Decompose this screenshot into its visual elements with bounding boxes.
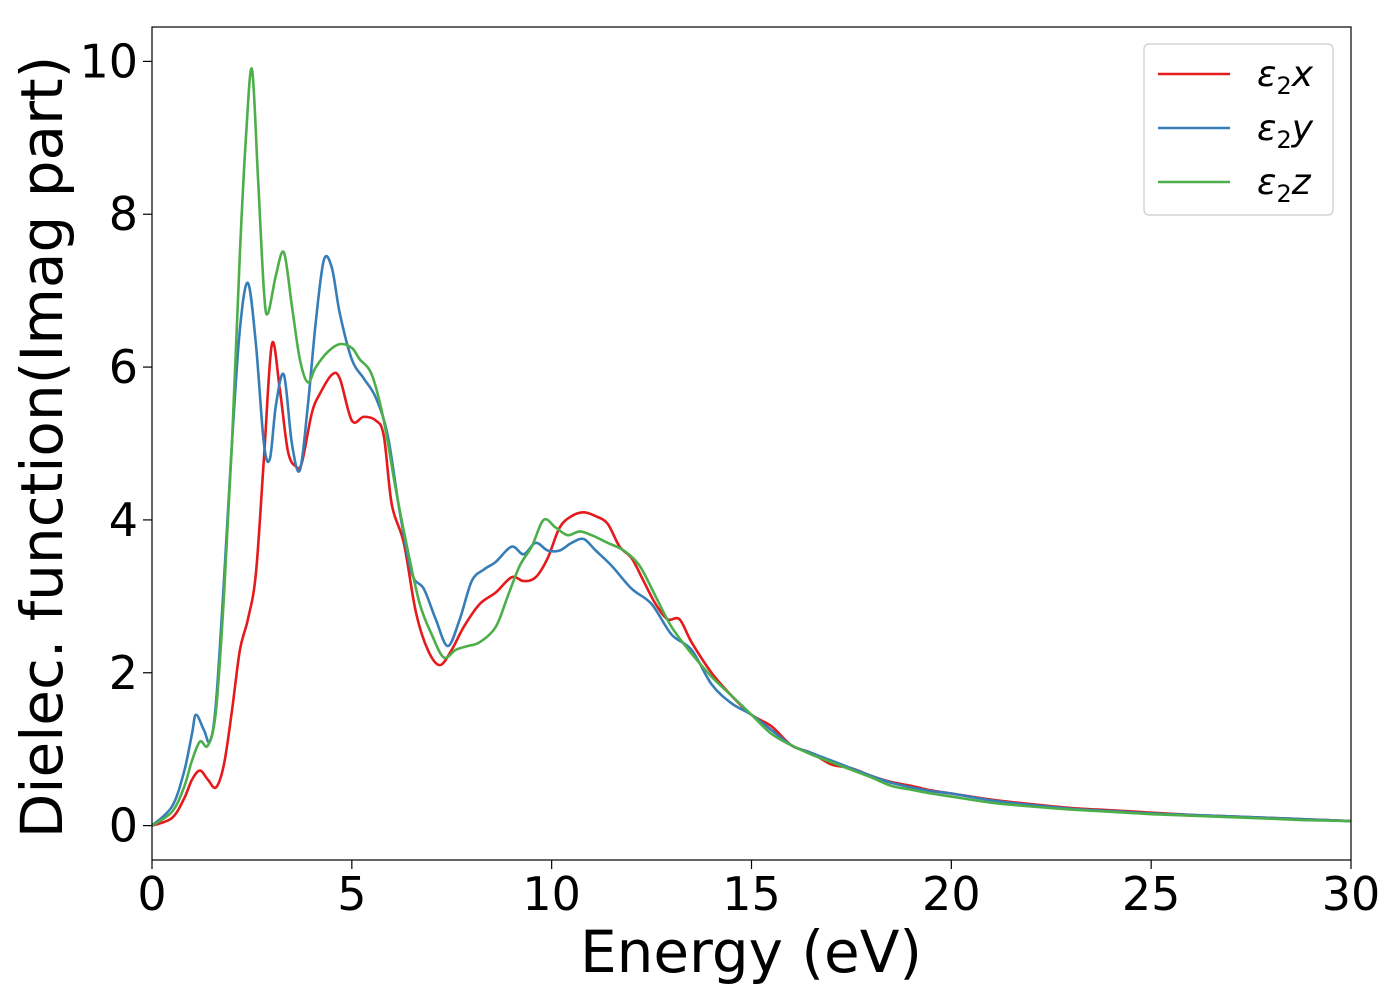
x-tick-label: 30 (1322, 867, 1381, 921)
series-line-x (151, 340, 1352, 827)
y-tick-label: 4 (109, 493, 138, 547)
legend: ε2x ε2y ε2z (1143, 43, 1334, 216)
series-line-z (151, 67, 1352, 827)
y-axis-title: Dielec. function(Imag part) (8, 56, 76, 839)
x-tick-label: 0 (137, 867, 166, 921)
legend-label-z: ε2z (1257, 162, 1312, 208)
legend-label-y: ε2y (1257, 108, 1314, 154)
x-tick-label: 25 (1122, 867, 1181, 921)
x-tick-label: 5 (337, 867, 366, 921)
legend-box (1143, 43, 1334, 216)
x-axis-title: Energy (eV) (580, 918, 922, 986)
y-tick-label: 6 (109, 340, 138, 394)
y-tick-label: 10 (79, 34, 138, 88)
x-tick-label: 15 (722, 867, 781, 921)
x-axis: 0 5 10 15 20 25 30 (137, 860, 1380, 921)
y-tick-label: 8 (109, 187, 138, 241)
series-layer (151, 67, 1352, 827)
y-axis: 0 2 4 6 8 10 (79, 34, 152, 853)
x-tick-label: 20 (922, 867, 981, 921)
y-tick-label: 2 (109, 646, 138, 700)
y-tick-label: 0 (109, 799, 138, 853)
series-line-y (151, 254, 1352, 827)
x-tick-label: 10 (522, 867, 581, 921)
legend-label-x: ε2x (1257, 54, 1314, 100)
